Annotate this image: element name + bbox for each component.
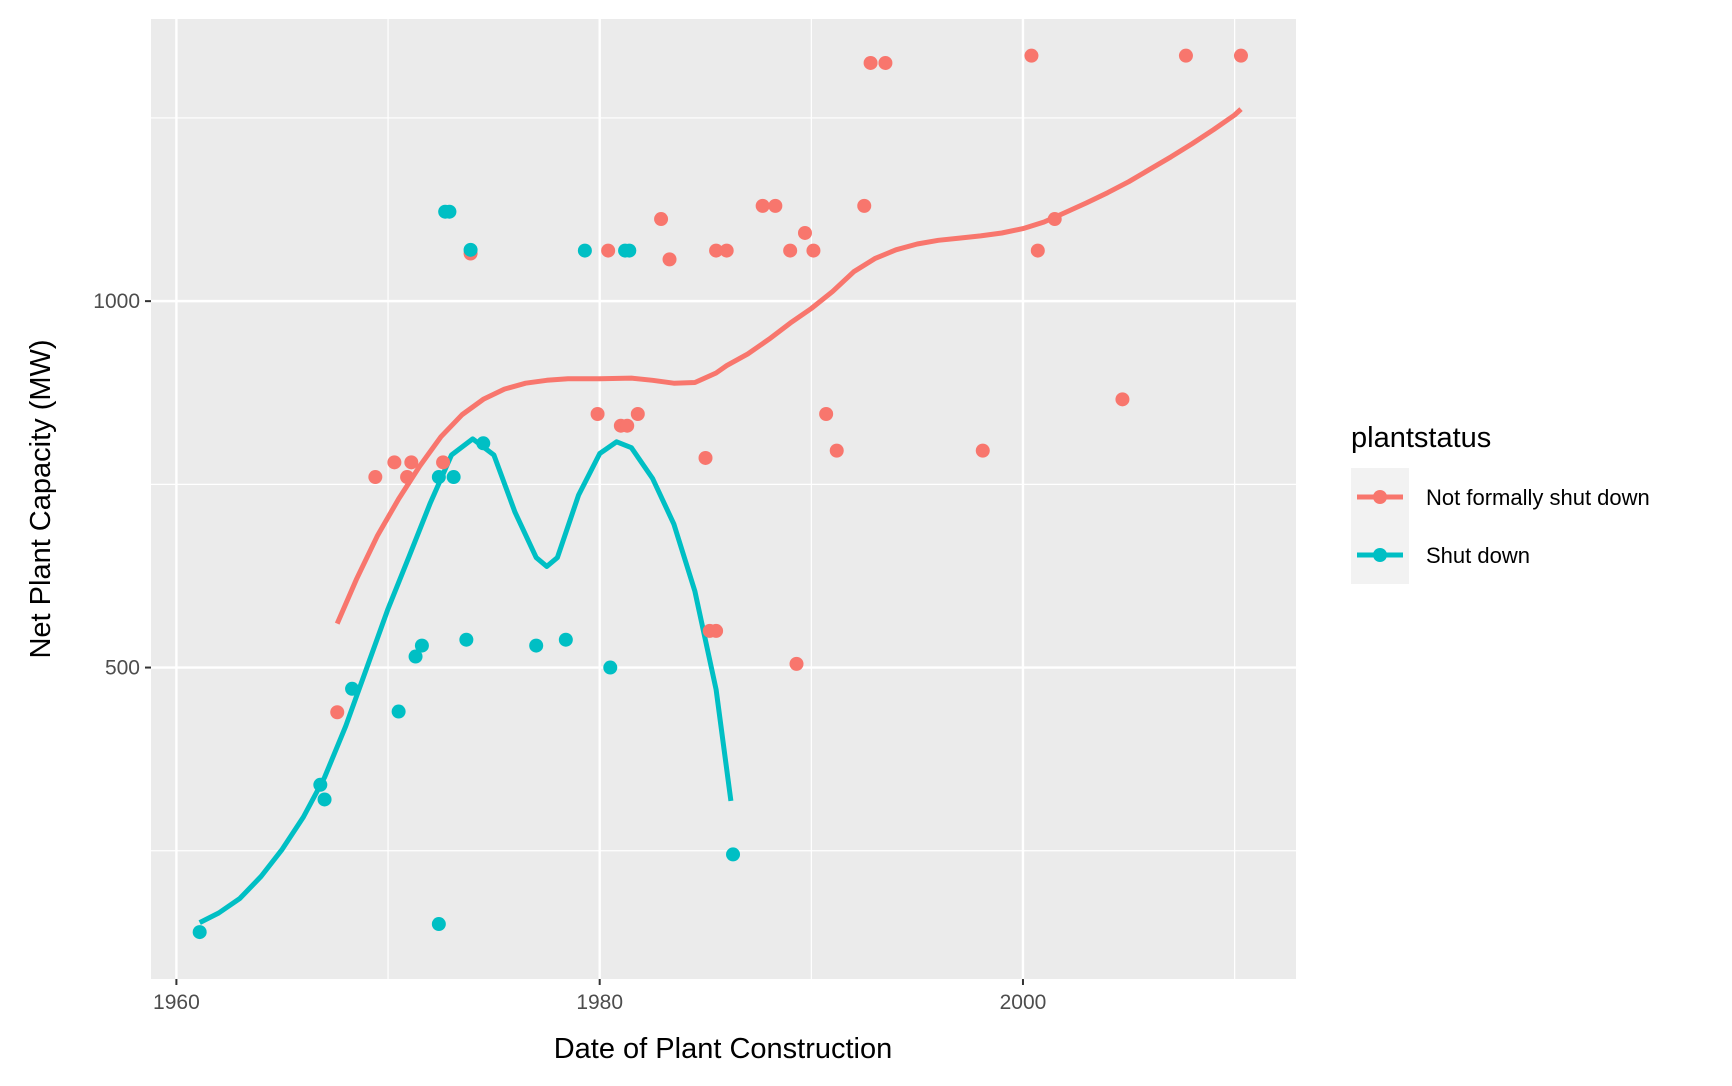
- data-point-not-formally-shut-down: [797, 225, 812, 240]
- tick-labels: 1960 1980 2000 500 1000: [93, 290, 1046, 1014]
- data-point-shut-down: [192, 925, 207, 940]
- data-points: [192, 48, 1248, 940]
- data-point-shut-down: [476, 436, 491, 451]
- data-point-not-formally-shut-down: [863, 55, 878, 70]
- data-point-not-formally-shut-down: [755, 198, 770, 213]
- data-point-not-formally-shut-down: [436, 455, 451, 470]
- data-point-shut-down: [431, 917, 446, 932]
- minor-gridlines: [151, 19, 1296, 979]
- plot-panel: [151, 19, 1296, 979]
- data-point-shut-down: [446, 470, 461, 485]
- data-point-not-formally-shut-down: [620, 418, 635, 433]
- legend-label-shut-down: Shut down: [1426, 543, 1530, 568]
- y-axis-title: Net Plant Capacity (MW): [25, 339, 57, 658]
- data-point-shut-down: [622, 243, 637, 258]
- x-tick-label-1960: 1960: [153, 991, 200, 1014]
- legend-label-not-formally-shut-down: Not formally shut down: [1426, 485, 1650, 510]
- data-point-shut-down: [317, 792, 332, 807]
- data-point-shut-down: [431, 470, 446, 485]
- data-point-shut-down: [414, 638, 429, 653]
- data-point-shut-down: [603, 660, 618, 675]
- legend-key-point-not-formally-shut-down: [1373, 490, 1387, 504]
- data-point-not-formally-shut-down: [654, 212, 669, 227]
- data-point-not-formally-shut-down: [387, 455, 402, 470]
- data-point-not-formally-shut-down: [819, 406, 834, 421]
- data-point-not-formally-shut-down: [662, 252, 677, 267]
- data-point-shut-down: [529, 638, 544, 653]
- data-point-not-formally-shut-down: [829, 443, 844, 458]
- legend-title: plantstatus: [1351, 422, 1491, 454]
- data-point-shut-down: [726, 847, 741, 862]
- data-point-not-formally-shut-down: [1178, 48, 1193, 63]
- y-tick-label-1000: 1000: [93, 290, 140, 313]
- legend-key-point-shut-down: [1373, 548, 1387, 562]
- data-point-not-formally-shut-down: [806, 243, 821, 258]
- legend: plantstatus Not formally shut down Shut …: [1351, 422, 1650, 584]
- x-axis-title: Date of Plant Construction: [554, 1033, 893, 1065]
- y-tick-label-500: 500: [105, 657, 140, 680]
- data-point-not-formally-shut-down: [857, 198, 872, 213]
- data-point-shut-down: [442, 204, 457, 219]
- data-point-not-formally-shut-down: [709, 623, 724, 638]
- data-point-not-formally-shut-down: [719, 243, 734, 258]
- data-point-not-formally-shut-down: [368, 470, 383, 485]
- data-point-not-formally-shut-down: [400, 470, 415, 485]
- data-point-shut-down: [463, 242, 478, 257]
- data-point-not-formally-shut-down: [1233, 48, 1248, 63]
- data-point-not-formally-shut-down: [601, 243, 616, 258]
- data-point-not-formally-shut-down: [878, 55, 893, 70]
- data-point-not-formally-shut-down: [698, 450, 713, 465]
- axis-ticks: [145, 300, 1024, 985]
- data-point-not-formally-shut-down: [1115, 392, 1130, 407]
- data-point-not-formally-shut-down: [1047, 212, 1062, 227]
- x-tick-label-2000: 2000: [1000, 991, 1047, 1014]
- data-point-not-formally-shut-down: [789, 656, 804, 671]
- x-tick-label-1980: 1980: [576, 991, 623, 1014]
- data-point-not-formally-shut-down: [709, 243, 724, 258]
- data-point-not-formally-shut-down: [630, 406, 645, 421]
- data-point-not-formally-shut-down: [404, 455, 419, 470]
- data-point-shut-down: [577, 243, 592, 258]
- data-point-not-formally-shut-down: [975, 443, 990, 458]
- data-point-shut-down: [391, 704, 406, 719]
- data-point-shut-down: [345, 681, 360, 696]
- data-point-shut-down: [558, 632, 573, 647]
- data-point-not-formally-shut-down: [1024, 48, 1039, 63]
- data-point-shut-down: [408, 649, 423, 664]
- data-point-not-formally-shut-down: [768, 198, 783, 213]
- data-point-not-formally-shut-down: [1030, 243, 1045, 258]
- data-point-shut-down: [459, 632, 474, 647]
- data-point-shut-down: [313, 777, 328, 792]
- data-point-not-formally-shut-down: [783, 243, 798, 258]
- data-point-not-formally-shut-down: [330, 705, 345, 720]
- data-point-not-formally-shut-down: [590, 406, 605, 421]
- legend-key-background: [1351, 468, 1409, 584]
- smooth-line-not-formally-shut-down: [334, 107, 1243, 625]
- major-gridlines: [151, 19, 1296, 979]
